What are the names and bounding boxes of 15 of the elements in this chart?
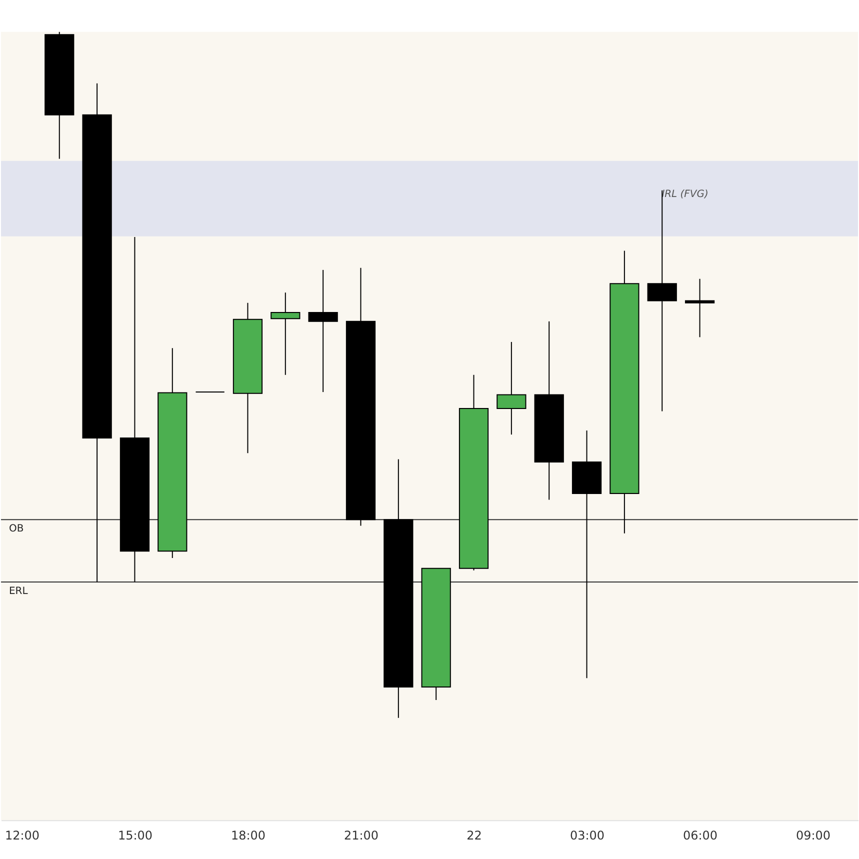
candlestick (647, 190, 677, 412)
x-tick-label: 18:00 (230, 828, 266, 843)
x-tick-label: 21:00 (344, 828, 378, 843)
x-tick-label: 06:00 (683, 828, 718, 843)
candlestick (684, 278, 715, 338)
candlestick (270, 292, 300, 376)
x-tick-label: 15:00 (118, 828, 152, 843)
x-tick-label: 09:00 (796, 828, 831, 843)
band-label: IRL (FVG) (662, 188, 708, 200)
x-tick-label: 03:00 (570, 828, 605, 843)
ref-line-label: OB (8, 524, 24, 535)
ref-line-label: ERL (8, 586, 28, 598)
candlestick (308, 269, 338, 393)
x-tick-label: 22 (466, 828, 482, 843)
x-tick-label: 12:00 (4, 828, 40, 843)
